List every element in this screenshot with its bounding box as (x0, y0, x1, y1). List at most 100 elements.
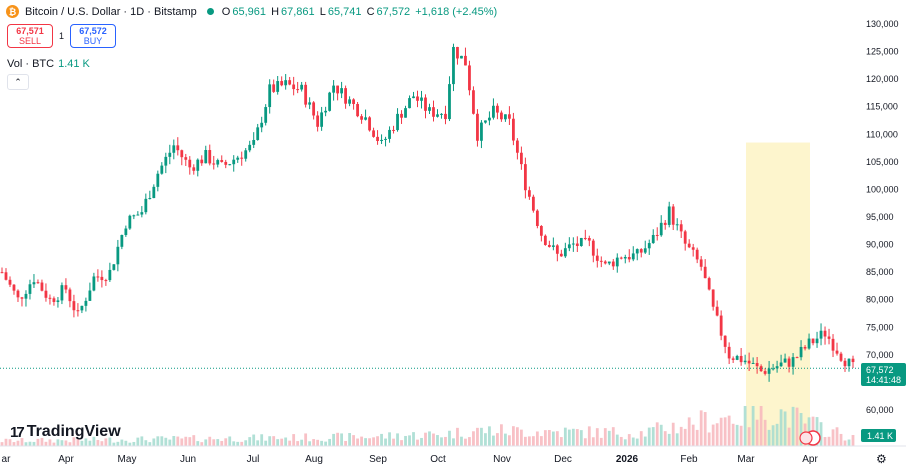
candle (771, 363, 775, 371)
volume-bar (691, 424, 695, 446)
volume-bar (599, 437, 603, 446)
candle (80, 305, 84, 314)
volume-bar (735, 424, 739, 446)
price-tick-label: 90,000 (866, 240, 894, 250)
volume-bar (763, 419, 767, 446)
candle (236, 155, 240, 163)
volume-bar (0, 442, 4, 446)
candle (655, 227, 659, 241)
candle (731, 356, 735, 363)
candle (432, 100, 435, 122)
candle (340, 81, 343, 99)
symbol-legend[interactable]: ₿ Bitcoin / U.S. Dollar · 1D · Bitstamp … (6, 5, 499, 18)
volume-bar (627, 434, 631, 446)
candle (823, 326, 827, 345)
volume-bar (615, 434, 619, 446)
flag-event-icon[interactable] (799, 430, 821, 446)
candle (587, 235, 591, 247)
volume-bar (140, 436, 144, 446)
volume-bar (607, 430, 611, 446)
candle (531, 194, 535, 213)
volume-bar (12, 442, 16, 446)
volume-bar (535, 431, 539, 446)
candle (448, 76, 451, 122)
candle (795, 356, 799, 359)
candle (464, 47, 467, 66)
volume-bar (132, 441, 136, 446)
price-tick-label: 85,000 (866, 267, 894, 277)
candle (36, 279, 40, 284)
candle (615, 253, 619, 273)
candle (208, 144, 212, 166)
candle (759, 364, 763, 372)
time-tick-label: 2026 (616, 454, 639, 465)
volume-bar (136, 437, 140, 446)
volume-bar (64, 440, 68, 446)
candle (775, 360, 779, 373)
candle (783, 353, 787, 363)
tradingview-logo[interactable]: 17 TradingView (10, 423, 121, 441)
candle (72, 294, 76, 318)
volume-bar (771, 425, 775, 446)
candle (508, 106, 511, 126)
volume-bar (176, 436, 180, 446)
candle (416, 90, 419, 108)
volume-bar (304, 433, 308, 446)
candle (216, 158, 220, 168)
volume-bar (24, 442, 28, 446)
candle (571, 237, 575, 252)
candle (404, 105, 407, 118)
volume-bar (160, 436, 164, 446)
volume-badge-label: 1.41 K (867, 431, 893, 441)
candle (595, 248, 599, 268)
volume-bar (264, 440, 268, 446)
candle (599, 256, 603, 268)
volume-bar (200, 442, 204, 446)
candle (607, 261, 611, 266)
gear-icon[interactable]: ⚙ (876, 452, 887, 466)
candle (671, 204, 675, 231)
candle (4, 268, 8, 281)
sell-button[interactable]: 67,571 SELL (7, 24, 53, 48)
price-tick-label: 60,000 (866, 405, 894, 415)
price-tick-label: 120,000 (866, 74, 899, 84)
volume-bar (164, 437, 168, 446)
volume-legend[interactable]: Vol · BTC 1.41 K (7, 58, 90, 70)
price-tick-label: 125,000 (866, 47, 899, 57)
candle (779, 354, 783, 367)
candle (196, 158, 200, 177)
volume-bar (180, 438, 184, 446)
volume-bar (831, 429, 835, 446)
candle (643, 240, 647, 254)
logo-text: TradingView (26, 423, 121, 440)
candle (28, 279, 32, 300)
candle (24, 290, 28, 307)
countdown-label: 14:41:48 (866, 375, 901, 385)
candle (128, 214, 132, 230)
candle (8, 276, 12, 288)
volume-bar (360, 436, 363, 446)
collapse-legend-button[interactable]: ⌃ (7, 74, 29, 90)
candle (396, 108, 399, 132)
candle (456, 46, 459, 65)
candle (683, 229, 687, 251)
candle (296, 81, 300, 94)
candle (815, 331, 819, 348)
volume-bar (368, 438, 371, 446)
candle (68, 287, 72, 308)
candle (352, 98, 355, 110)
price-tick-label: 115,000 (866, 102, 898, 112)
candle (220, 155, 224, 163)
volume-bar (384, 438, 387, 446)
volume-bar (224, 438, 228, 446)
volume-bar (719, 417, 723, 446)
candle (372, 127, 375, 138)
candle (276, 76, 280, 95)
candle (228, 163, 232, 166)
volume-bar (196, 441, 200, 446)
buy-button[interactable]: 67,572 BUY (70, 24, 117, 48)
candle (56, 297, 60, 308)
candle (843, 357, 847, 372)
volume-bar (456, 427, 459, 446)
